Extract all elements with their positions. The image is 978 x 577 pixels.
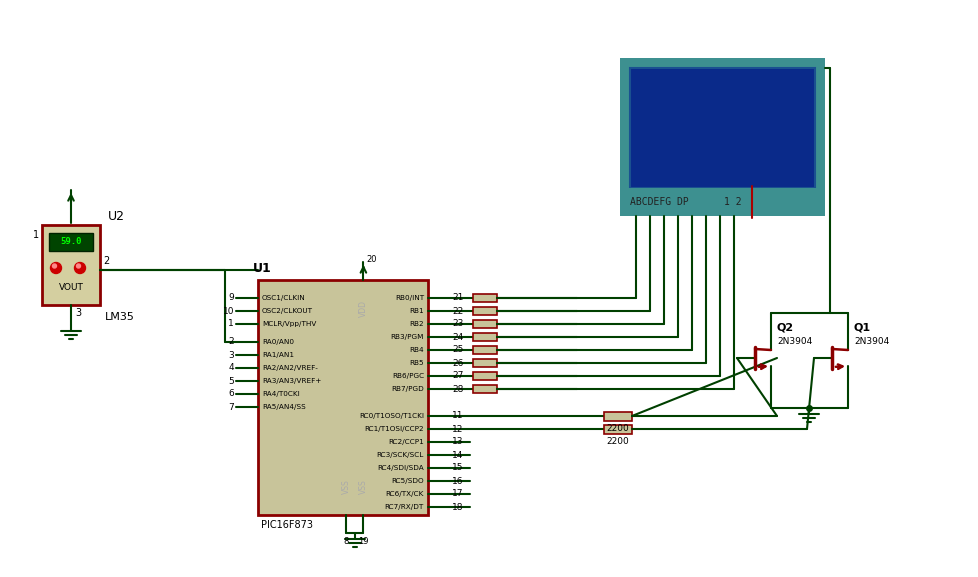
Text: 12: 12: [452, 425, 463, 433]
Text: 2: 2: [103, 256, 110, 266]
Text: 3: 3: [228, 350, 234, 359]
Text: VDD: VDD: [359, 299, 368, 317]
Text: OSC1/CLKIN: OSC1/CLKIN: [262, 295, 305, 301]
Text: 24: 24: [452, 332, 463, 342]
Text: RC6/TX/CK: RC6/TX/CK: [385, 491, 423, 497]
Bar: [472, 346, 497, 354]
Text: RA1/AN1: RA1/AN1: [262, 352, 293, 358]
Text: 11: 11: [452, 411, 463, 421]
Text: OSC2/CLKOUT: OSC2/CLKOUT: [262, 308, 313, 314]
Bar: [472, 320, 497, 328]
Text: 27: 27: [452, 372, 463, 380]
Text: RB2: RB2: [409, 321, 423, 327]
Text: RB1: RB1: [409, 308, 423, 314]
Text: 18: 18: [452, 503, 463, 511]
Text: RC2/CCP1: RC2/CCP1: [388, 439, 423, 445]
Text: RC1/T1OSI/CCP2: RC1/T1OSI/CCP2: [364, 426, 423, 432]
Text: 14: 14: [452, 451, 463, 459]
Text: 2200: 2200: [606, 424, 629, 433]
Text: 5: 5: [228, 377, 234, 385]
Text: 7: 7: [228, 403, 234, 411]
Text: 20: 20: [366, 256, 377, 264]
Text: VSS: VSS: [359, 479, 368, 494]
Text: U1: U1: [252, 261, 272, 275]
Text: RC4/SDI/SDA: RC4/SDI/SDA: [377, 465, 423, 471]
Bar: [619, 188, 824, 216]
Bar: [472, 359, 497, 367]
Circle shape: [53, 264, 57, 268]
Text: 8: 8: [343, 537, 349, 546]
Circle shape: [51, 263, 62, 273]
Text: 22: 22: [452, 306, 463, 316]
Bar: [619, 58, 824, 216]
Text: VSS: VSS: [341, 479, 350, 494]
Text: RB3/PGM: RB3/PGM: [390, 334, 423, 340]
Text: PIC16F873: PIC16F873: [261, 520, 313, 530]
Text: 17: 17: [452, 489, 463, 499]
Text: RC7/RX/DT: RC7/RX/DT: [384, 504, 423, 510]
Text: RC5/SDO: RC5/SDO: [391, 478, 423, 484]
Text: RA4/T0CKI: RA4/T0CKI: [262, 391, 299, 397]
Text: RC0/T1OSO/T1CKI: RC0/T1OSO/T1CKI: [359, 413, 423, 419]
Bar: [42, 225, 100, 305]
Text: 2N3904: 2N3904: [853, 338, 888, 347]
Bar: [603, 411, 632, 421]
Text: 2200: 2200: [606, 437, 629, 446]
Text: 19: 19: [358, 537, 369, 546]
Bar: [472, 385, 497, 393]
Text: 1: 1: [33, 230, 39, 240]
Text: Q1: Q1: [853, 323, 870, 333]
Text: RA0/AN0: RA0/AN0: [262, 339, 293, 345]
Text: VOUT: VOUT: [59, 283, 83, 291]
Bar: [49, 233, 93, 251]
Text: RB4: RB4: [409, 347, 423, 353]
Text: ABCDEFG DP      1 2: ABCDEFG DP 1 2: [630, 197, 741, 207]
Text: 59.0: 59.0: [61, 238, 82, 246]
Text: RB0/INT: RB0/INT: [394, 295, 423, 301]
Circle shape: [76, 264, 80, 268]
Text: 13: 13: [452, 437, 463, 447]
Text: U2: U2: [108, 211, 125, 223]
Text: RB5: RB5: [409, 360, 423, 366]
Text: 15: 15: [452, 463, 463, 473]
Text: RA5/AN4/SS: RA5/AN4/SS: [262, 404, 305, 410]
Text: 25: 25: [452, 346, 463, 354]
Text: 21: 21: [452, 294, 463, 302]
Text: LM35: LM35: [105, 312, 135, 322]
Text: 16: 16: [452, 477, 463, 485]
Text: 9: 9: [228, 294, 234, 302]
Text: RC3/SCK/SCL: RC3/SCK/SCL: [377, 452, 423, 458]
Text: 23: 23: [452, 320, 463, 328]
Text: Q2: Q2: [777, 323, 793, 333]
Text: 28: 28: [452, 384, 463, 394]
Text: 4: 4: [228, 364, 234, 373]
Text: 26: 26: [452, 358, 463, 368]
Bar: [258, 280, 427, 515]
Text: 3: 3: [75, 308, 81, 318]
Bar: [603, 425, 632, 433]
Bar: [472, 294, 497, 302]
Text: 1: 1: [228, 320, 234, 328]
Text: MCLR/Vpp/THV: MCLR/Vpp/THV: [262, 321, 316, 327]
Bar: [472, 372, 497, 380]
Text: 2: 2: [228, 338, 234, 347]
Text: RA2/AN2/VREF-: RA2/AN2/VREF-: [262, 365, 318, 371]
Bar: [472, 307, 497, 315]
Bar: [472, 333, 497, 341]
Text: 10: 10: [222, 306, 234, 316]
Bar: [630, 68, 814, 188]
Text: 6: 6: [228, 389, 234, 399]
Text: 2N3904: 2N3904: [777, 338, 812, 347]
Text: RA3/AN3/VREF+: RA3/AN3/VREF+: [262, 378, 321, 384]
Text: RB6/PGC: RB6/PGC: [391, 373, 423, 379]
Text: RB7/PGD: RB7/PGD: [391, 386, 423, 392]
Circle shape: [74, 263, 85, 273]
